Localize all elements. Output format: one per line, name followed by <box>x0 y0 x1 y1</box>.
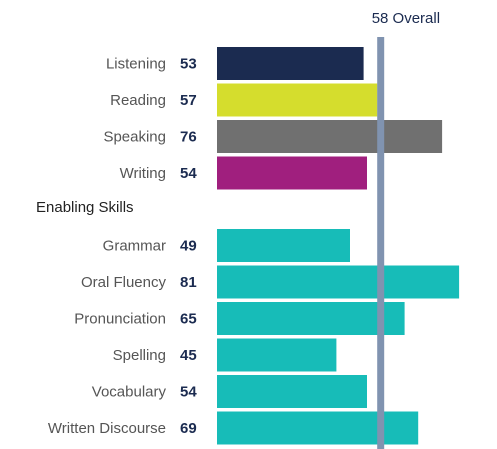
label-writing: Writing <box>120 165 166 182</box>
value-oral-fluency: 81 <box>180 274 197 291</box>
bar-listening <box>217 47 364 80</box>
bar-reading <box>217 83 378 117</box>
value-vocabulary: 54 <box>180 384 197 401</box>
bar-writing <box>217 156 367 190</box>
label-reading: Reading <box>110 92 166 109</box>
value-spelling: 45 <box>180 347 197 364</box>
label-spelling: Spelling <box>113 347 166 364</box>
label-vocabulary: Vocabulary <box>92 384 167 401</box>
label-oral-fluency: Oral Fluency <box>81 274 167 291</box>
bar-grammar <box>217 229 350 262</box>
bars-layer <box>217 47 460 445</box>
overall-marker-line <box>377 37 385 449</box>
bar-pronunciation <box>217 302 405 335</box>
bar-oral-fluency <box>217 265 460 299</box>
value-reading: 57 <box>180 92 197 109</box>
value-speaking: 76 <box>180 129 197 146</box>
overall-label: 58 Overall <box>372 10 440 27</box>
bar-written-discourse <box>217 411 419 445</box>
label-grammar: Grammar <box>103 238 166 255</box>
value-written-discourse: 69 <box>180 420 197 437</box>
bar-vocabulary <box>217 375 367 408</box>
label-written-discourse: Written Discourse <box>48 420 166 437</box>
label-speaking: Speaking <box>103 129 166 146</box>
bar-spelling <box>217 338 337 372</box>
label-listening: Listening <box>106 56 166 73</box>
value-writing: 54 <box>180 165 197 182</box>
group-heading-enabling-skills: Enabling Skills <box>36 199 134 216</box>
labels-layer: Listening 53 Reading 57 Speaking 76 Writing 54 E… <box>36 56 197 438</box>
value-listening: 53 <box>180 56 197 73</box>
label-pronunciation: Pronunciation <box>74 311 166 328</box>
bar-speaking <box>217 120 443 153</box>
value-pronunciation: 65 <box>180 311 197 328</box>
value-grammar: 49 <box>180 238 197 255</box>
